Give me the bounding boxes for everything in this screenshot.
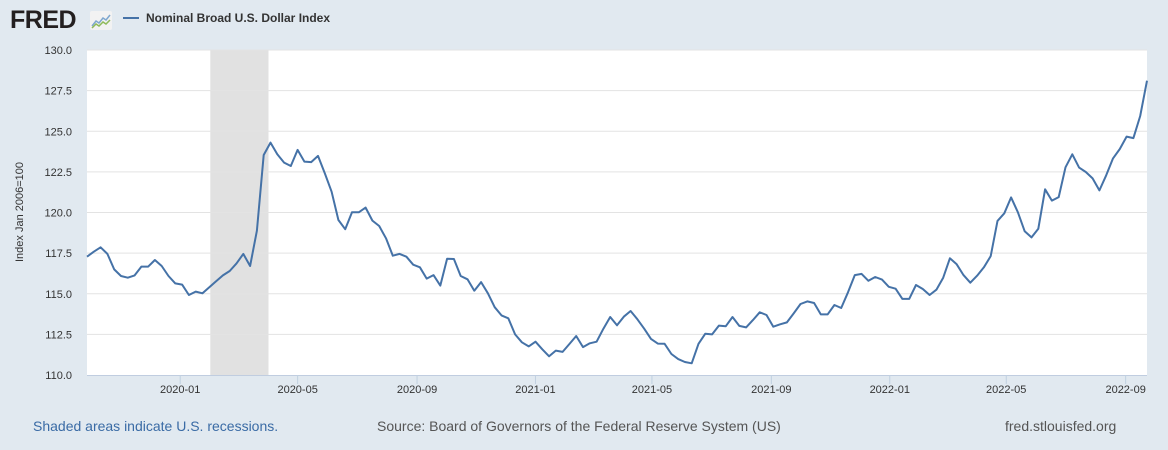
x-tick-label: 2021-01 xyxy=(515,384,555,396)
site-link[interactable]: fred.stlouisfed.org xyxy=(1005,418,1117,434)
y-tick-label: 110.0 xyxy=(45,370,72,382)
x-tick-label: 2021-05 xyxy=(632,384,672,396)
y-tick-label: 125.0 xyxy=(44,126,72,138)
x-tick-label: 2022-01 xyxy=(870,384,910,396)
x-tick-label: 2020-05 xyxy=(277,384,317,396)
y-tick-label: 112.5 xyxy=(45,329,72,341)
x-tick-label: 2020-01 xyxy=(160,384,200,396)
fred-logo[interactable]: FRED xyxy=(10,6,77,34)
x-tick-label: 2022-09 xyxy=(1105,384,1145,396)
source-note: Source: Board of Governors of the Federa… xyxy=(377,418,781,434)
legend-swatch xyxy=(123,17,139,19)
y-tick-label: 130.0 xyxy=(44,45,72,57)
legend-label: Nominal Broad U.S. Dollar Index xyxy=(146,11,331,25)
chart-legend: Nominal Broad U.S. Dollar Index xyxy=(123,11,330,25)
x-tick-label: 2021-09 xyxy=(751,384,791,396)
y-tick-label: 127.5 xyxy=(44,86,72,98)
fred-chart-logo-icon xyxy=(90,11,112,30)
y-tick-label: 117.5 xyxy=(45,248,72,260)
line-chart: 110.0 112.5 115.0 117.5 120.0 122.5 125.0 127.5… xyxy=(44,45,1148,396)
y-tick-label: 120.0 xyxy=(44,208,72,220)
series-line xyxy=(86,80,1148,365)
x-tick-label: 2020-09 xyxy=(397,384,437,396)
x-tick-label: 2022-05 xyxy=(986,384,1026,396)
recession-note: Shaded areas indicate U.S. recessions. xyxy=(33,418,279,434)
y-tick-label: 115.0 xyxy=(45,289,72,301)
y-tick-label: 122.5 xyxy=(44,167,72,179)
